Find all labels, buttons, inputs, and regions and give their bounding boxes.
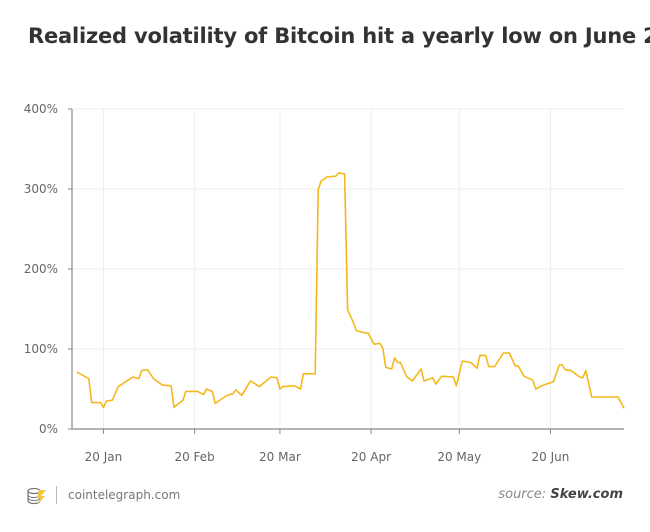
x-tick-label: 20 May: [437, 450, 481, 464]
chart-title: Realized volatility of Bitcoin hit a yea…: [28, 24, 650, 48]
source-prefix: source:: [498, 487, 547, 502]
y-tick-label: 300%: [24, 182, 58, 196]
source-credit: source: Skew.com: [498, 487, 623, 502]
x-tick-label: 20 Mar: [259, 450, 301, 464]
y-tick-labels: 0% 100% 200% 300% 400%: [24, 102, 58, 436]
source-name: Skew.com: [550, 487, 623, 502]
x-tick-label: 20 Feb: [174, 450, 214, 464]
y-tick-label: 200%: [24, 262, 58, 276]
y-tick-label: 100%: [24, 342, 58, 356]
x-tick-label: 20 Jan: [85, 450, 123, 464]
footer-site-link[interactable]: cointelegraph.com: [68, 488, 181, 502]
y-tick-label: 0%: [39, 422, 58, 436]
footer-divider: [56, 486, 57, 504]
x-tick-labels: 20 Jan 20 Feb 20 Mar 20 Apr 20 May 20 Jun: [85, 450, 570, 464]
series-line: [76, 172, 625, 409]
axes: [68, 108, 624, 434]
y-tick-label: 400%: [24, 102, 58, 116]
cointelegraph-logo-icon: [26, 485, 48, 511]
grid-lines: [72, 108, 624, 429]
x-tick-label: 20 Apr: [351, 450, 391, 464]
x-tick-label: 20 Jun: [532, 450, 570, 464]
